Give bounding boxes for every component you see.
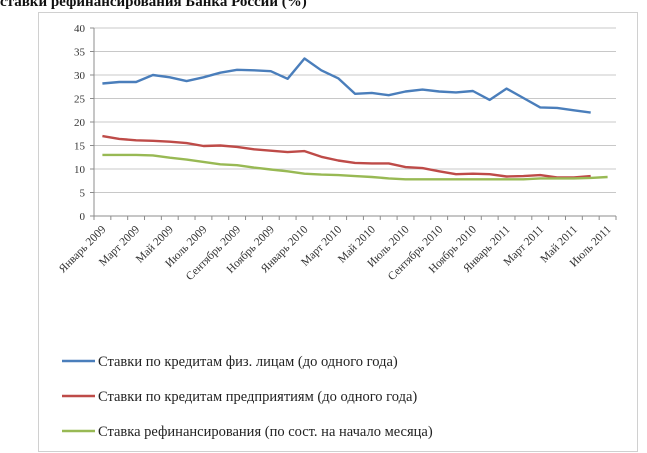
chart-frame (38, 12, 638, 452)
y-tick-label: 35 (74, 47, 86, 59)
x-tick-label: Январь 2009 (57, 223, 109, 275)
legend-label: Ставка рефинансирования (по сост. на нач… (98, 424, 433, 440)
chart-title: ставки рефинансирования Банка России (%) (0, 0, 307, 10)
legend-label: Ставки по кредитам физ. лицам (до одного… (98, 354, 398, 370)
grid-lines (94, 27, 616, 193)
y-tick-labels: 0 5 10 15 20 25 30 35 40 (74, 23, 86, 223)
y-tick-label: 30 (74, 70, 86, 82)
series-line-2 (102, 134, 591, 179)
legend-label: Ставки по кредитам предприятиям (до одно… (98, 389, 417, 405)
y-tick-label: 5 (80, 188, 86, 200)
y-tick-label: 10 (74, 164, 86, 176)
y-tick-label: 25 (74, 94, 86, 106)
series-lines (102, 57, 608, 181)
series-line-3 (102, 153, 608, 181)
series-line-1 (102, 57, 591, 114)
y-tick-label: 40 (74, 23, 86, 35)
legend: Ставки по кредитам физ. лицам (до одного… (62, 354, 433, 440)
y-tick-label: 15 (74, 141, 86, 153)
y-tick-label: 20 (74, 117, 86, 129)
axes (90, 27, 617, 220)
y-tick-label: 0 (80, 211, 86, 223)
